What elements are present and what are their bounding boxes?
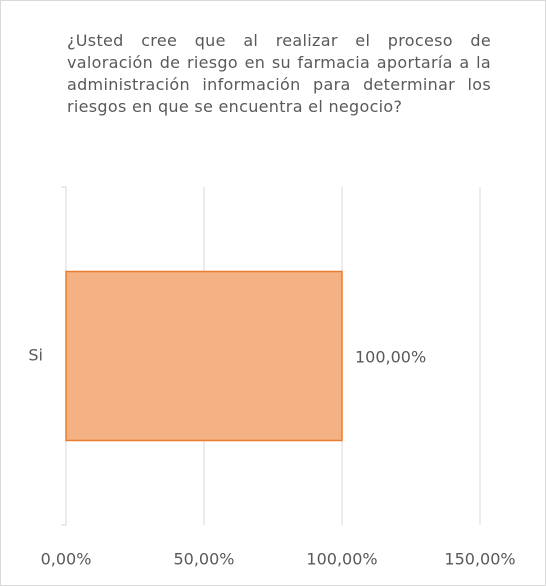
x-tick-label: 50,00% [173,550,234,569]
x-tick-label: 0,00% [41,550,92,569]
data-label: 100,00% [355,348,426,367]
x-tick-label: 100,00% [306,550,377,569]
x-tick-label: 150,00% [444,550,515,569]
chart-title: ¿Usted cree que al realizar el proceso d… [67,31,491,116]
y-tick-label: Si [28,346,43,365]
bar [65,270,343,442]
y-axis-bracket [61,186,66,526]
